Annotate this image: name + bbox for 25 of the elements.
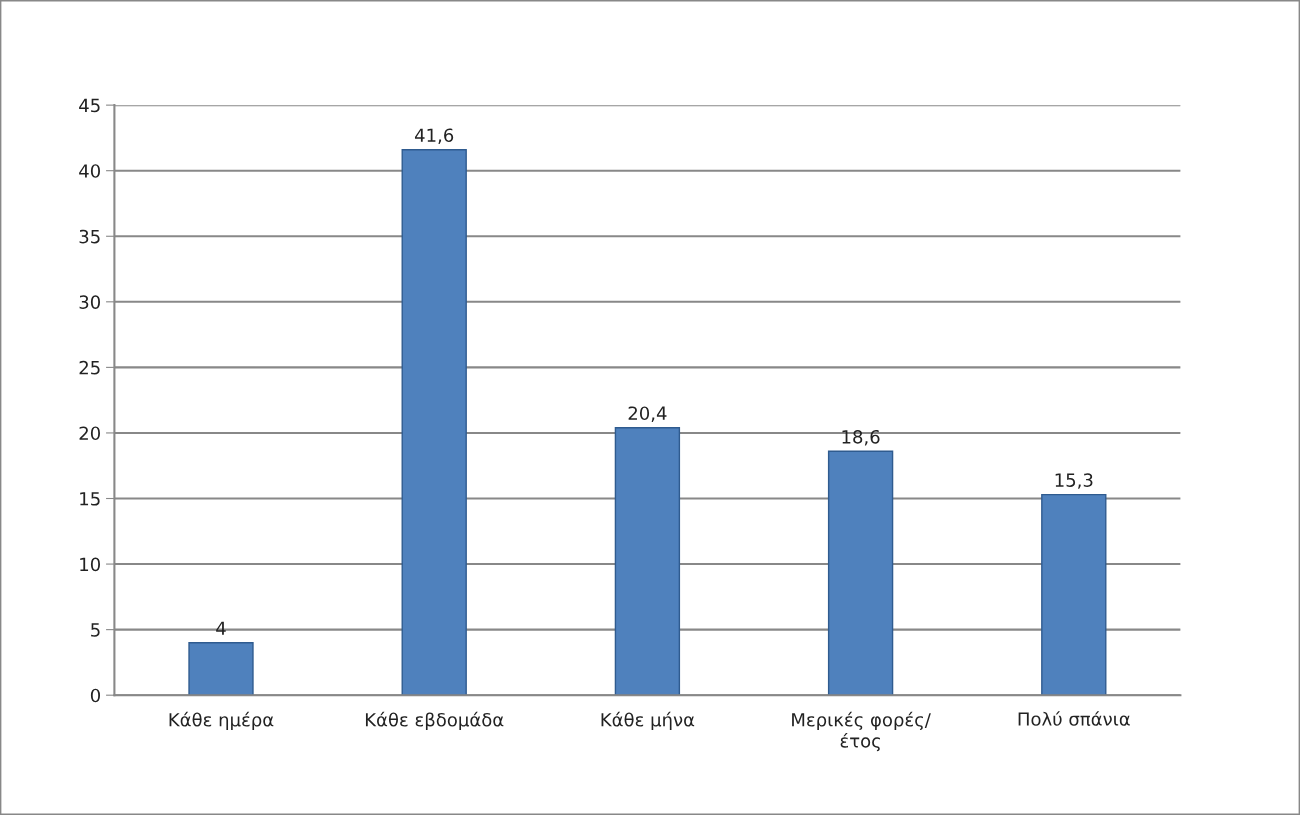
bar bbox=[614, 427, 681, 696]
data-label: 15,3 bbox=[1055, 473, 1093, 489]
bar bbox=[1041, 493, 1107, 696]
data-label: 18,6 bbox=[842, 429, 880, 446]
y-tick-label: 15 bbox=[80, 492, 100, 506]
data-label: 41,6 bbox=[414, 128, 454, 144]
data-label: 20,4 bbox=[628, 406, 667, 422]
y-tick-label: 45 bbox=[79, 98, 100, 113]
bar bbox=[188, 642, 254, 696]
x-tick-label: Κάθε μήνα bbox=[601, 711, 695, 731]
y-tick-label: 10 bbox=[80, 557, 101, 572]
data-label: 4 bbox=[216, 621, 226, 635]
y-tick-label: 25 bbox=[79, 360, 100, 375]
x-tick-label: Πολύ σπάνια bbox=[1018, 711, 1130, 726]
y-tick-label: 30 bbox=[79, 295, 101, 309]
y-tick-label: 40 bbox=[79, 164, 101, 178]
bar bbox=[827, 450, 894, 696]
x-tick-label: Μερικές φορές/ έτος bbox=[792, 711, 931, 752]
x-tick-label: Κάθε ημέρα bbox=[169, 711, 274, 731]
y-tick-label: 0 bbox=[90, 688, 101, 703]
y-tick-label: 5 bbox=[91, 623, 100, 637]
y-tick-label: 35 bbox=[79, 229, 100, 244]
y-tick-label: 20 bbox=[79, 426, 101, 441]
bar bbox=[401, 149, 467, 696]
x-tick-label: Κάθε εβδομάδα bbox=[365, 711, 504, 731]
